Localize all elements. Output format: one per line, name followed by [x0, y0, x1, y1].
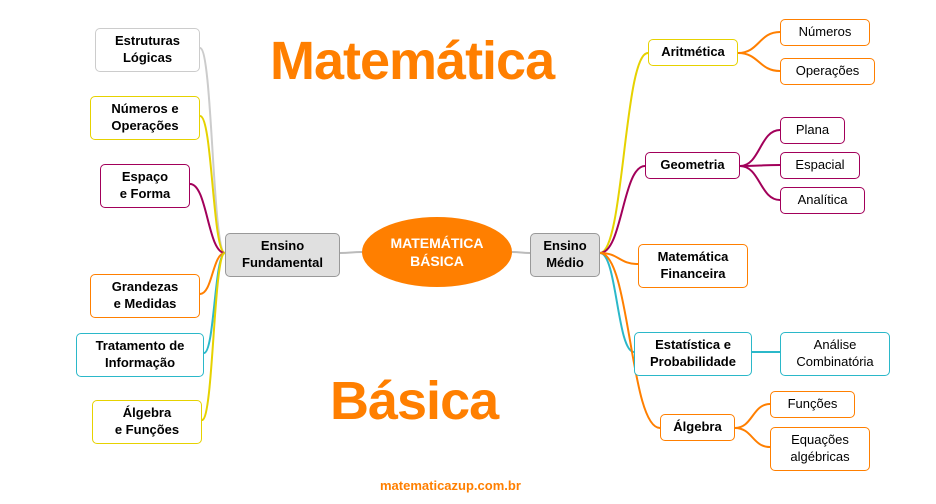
sub-node-6: Funções — [770, 391, 855, 418]
left-node-1: Números eOperações — [90, 96, 200, 140]
footer-text: matematicazup.com.br — [380, 478, 521, 493]
title-line2: Básica — [330, 370, 498, 432]
left-node-5: Álgebrae Funções — [92, 400, 202, 444]
sub-node-4: Analítica — [780, 187, 865, 214]
title-line1: Matemática — [270, 30, 554, 92]
sub-node-5: AnáliseCombinatória — [780, 332, 890, 376]
right-node-1: Geometria — [645, 152, 740, 179]
center-node: MATEMÁTICABÁSICA — [362, 217, 512, 287]
hub-right: EnsinoMédio — [530, 233, 600, 277]
sub-node-2: Plana — [780, 117, 845, 144]
hub-left: EnsinoFundamental — [225, 233, 340, 277]
left-node-2: Espaçoe Forma — [100, 164, 190, 208]
left-node-0: EstruturasLógicas — [95, 28, 200, 72]
right-node-2: MatemáticaFinanceira — [638, 244, 748, 288]
left-node-3: Grandezase Medidas — [90, 274, 200, 318]
left-node-4: Tratamento deInformação — [76, 333, 204, 377]
sub-node-0: Números — [780, 19, 870, 46]
sub-node-1: Operações — [780, 58, 875, 85]
sub-node-3: Espacial — [780, 152, 860, 179]
right-node-4: Álgebra — [660, 414, 735, 441]
right-node-3: Estatística eProbabilidade — [634, 332, 752, 376]
right-node-0: Aritmética — [648, 39, 738, 66]
sub-node-7: Equaçõesalgébricas — [770, 427, 870, 471]
